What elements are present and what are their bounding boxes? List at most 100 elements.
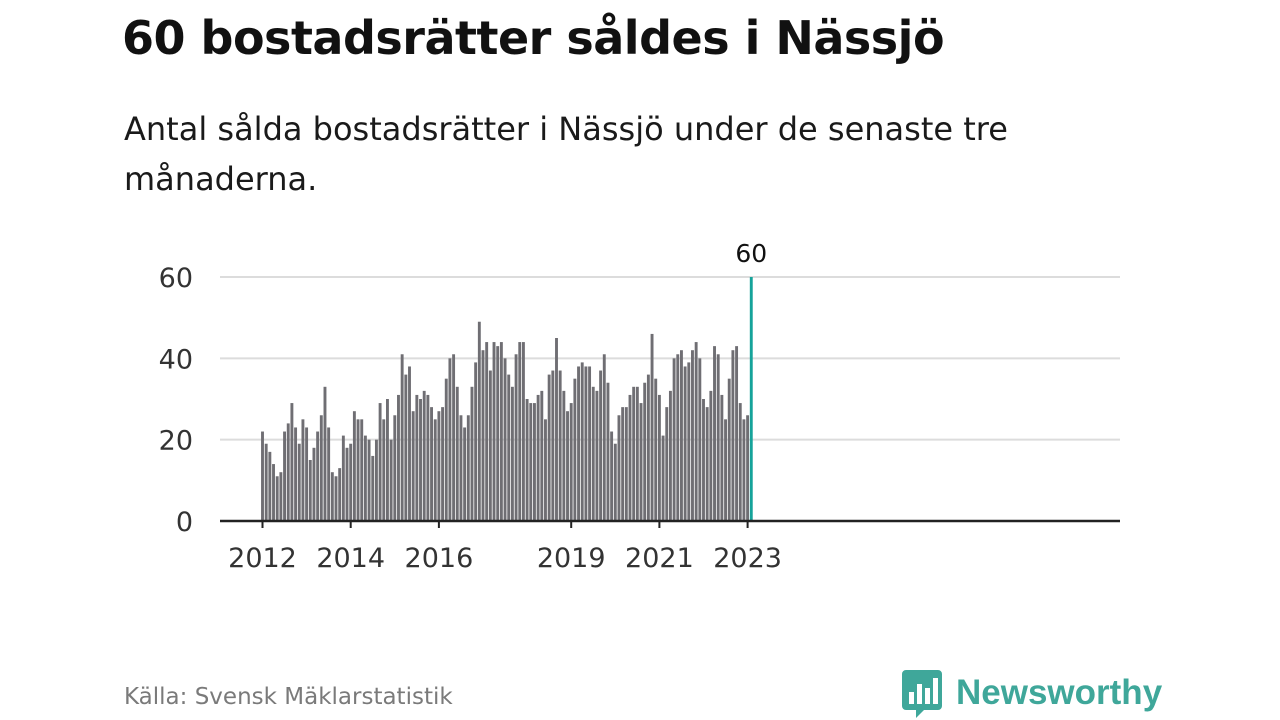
bar [573,378,577,521]
y-tick-label: 40 [159,344,193,375]
bar [735,346,739,521]
bar [621,407,625,521]
bar [610,431,614,521]
chart-title: 60 bostadsrätter såldes i Nässjö [122,11,945,65]
bar [698,358,702,521]
bar [492,342,496,521]
bar [393,415,397,521]
bar [580,362,584,521]
bar [389,439,393,521]
bar [496,346,500,521]
bar [514,354,518,521]
bar [404,374,408,521]
bar [374,439,378,521]
bar [525,399,529,521]
bar [694,342,698,521]
bar [746,415,750,521]
bar [327,427,331,521]
bar [297,443,301,521]
bar [397,394,400,521]
bar [338,468,342,521]
bar [426,394,430,521]
source-note: Källa: Svensk Mäklarstatistik [124,684,453,710]
bar [584,366,588,521]
x-tick-label: 2019 [537,543,606,574]
bar-highlight [749,277,753,521]
x-tick-label: 2016 [405,543,474,574]
bar [367,439,371,521]
bar [408,366,411,521]
bar [533,403,536,521]
bar [279,472,283,521]
bar [724,419,727,521]
bar [555,338,558,521]
bar [613,443,617,521]
bar [657,394,661,521]
bar [437,411,441,521]
bar [264,443,268,521]
bar [518,342,522,521]
bar [305,427,309,521]
bar [419,399,422,521]
bar [646,374,650,521]
bar [378,403,382,521]
bar [687,362,691,521]
brand-logo: Newsworthy [902,668,1162,718]
bar [382,419,386,521]
bar [308,460,312,521]
bar [323,386,327,521]
newsworthy-logo-icon [902,670,942,718]
bar [676,354,680,521]
y-tick-label: 20 [159,426,193,457]
bar [275,476,279,521]
bar [352,411,356,521]
bar [577,366,580,521]
y-tick-label: 60 [159,263,193,294]
bar [599,370,603,521]
bar [360,419,364,521]
bar [341,435,345,521]
bar [551,370,555,521]
bar [356,419,360,521]
x-tick-label: 2023 [713,543,782,574]
x-tick-label: 2012 [228,543,297,574]
bar [268,451,272,521]
x-tick-label: 2014 [316,543,385,574]
bar [301,419,305,521]
bar [562,390,566,521]
bar [400,354,404,521]
bar [650,333,654,521]
bar [330,472,334,521]
bar [705,407,709,521]
bar [386,399,389,521]
bar [624,407,628,521]
bar [635,386,639,521]
bar [665,407,669,521]
bar [731,350,735,521]
bar [536,394,540,521]
bar [433,419,437,521]
bar [720,394,724,521]
bar [521,342,525,521]
bar [566,411,569,521]
brand-name: Newsworthy [956,673,1163,712]
bar [547,374,551,521]
bar [488,370,492,521]
bar [430,407,433,521]
bar-chart: 0 20 40 60 60 2012 2014 2016 2019 2021 2023 [159,239,1120,574]
bar [503,358,507,521]
bar [683,366,687,521]
bar [643,382,647,521]
bar [672,358,676,521]
bar [680,350,683,521]
bar [463,427,467,521]
bar [261,431,264,521]
bar [654,378,658,521]
bar [668,390,672,521]
bar [290,403,294,521]
bar [415,394,419,521]
bar [286,423,290,521]
bar [691,350,694,521]
bar [345,447,349,521]
y-tick-label: 0 [176,507,193,538]
